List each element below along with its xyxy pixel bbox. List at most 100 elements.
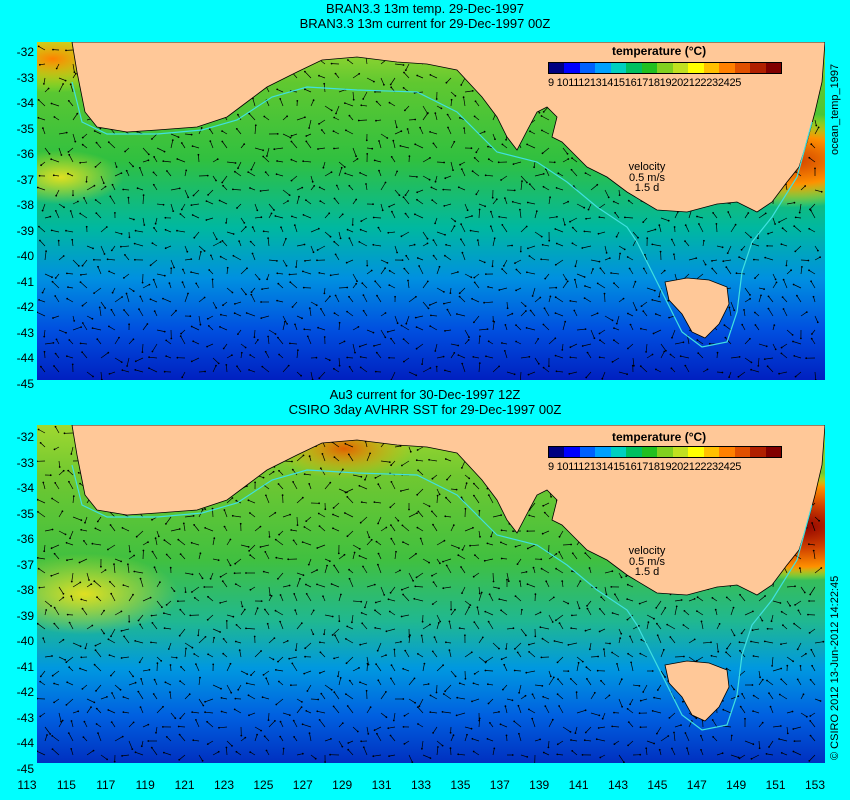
colorbar-swatch: [688, 447, 704, 457]
lon-tick-label: 123: [213, 778, 235, 792]
lon-tick-label: 125: [253, 778, 274, 792]
colorbar-swatch: [765, 63, 782, 73]
colorbar-swatch: [626, 447, 642, 457]
lat-tick-label: -32: [16, 430, 34, 444]
colorbar-swatch: [719, 63, 735, 73]
australia-landmass: [71, 425, 825, 596]
top-legend-title: temperature (°C): [612, 44, 707, 58]
lat-tick-label: -44: [16, 736, 34, 750]
colorbar-swatch: [703, 447, 720, 457]
lat-tick-label: -42: [16, 300, 34, 314]
lon-tick-label: 137: [489, 778, 510, 792]
lat-tick-label: -45: [16, 376, 34, 391]
lat-tick-label: -37: [16, 557, 34, 572]
lon-tick-label: 151: [765, 778, 786, 792]
top-panel-title-2: BRAN3.3 13m current for 29-Dec-1997 00Z: [299, 16, 551, 31]
lat-tick-label: -44: [16, 351, 34, 365]
lat-tick-label: -36: [16, 532, 34, 546]
colorbar-swatch: [626, 63, 642, 73]
lat-tick-label: -39: [16, 223, 34, 238]
bottom-colorbar-labels: 9 10111213141516171819202122232425: [548, 461, 742, 473]
colorbar-swatch: [595, 447, 611, 457]
lat-tick-label: -40: [16, 249, 34, 263]
bottom-colorbar: [548, 446, 782, 458]
colorbar-swatch: [734, 63, 751, 73]
colorbar-swatch: [610, 63, 627, 73]
colorbar-swatch: [734, 447, 751, 457]
colorbar-swatch: [719, 447, 735, 457]
lon-tick-label: 139: [529, 778, 550, 792]
colorbar-swatch: [765, 447, 782, 457]
lon-tick-label: 113: [17, 778, 37, 792]
lon-tick-label: 117: [96, 778, 116, 792]
lat-tick-label: -38: [16, 198, 34, 212]
colorbar-swatch: [750, 447, 766, 457]
colorbar-swatch: [672, 63, 689, 73]
bottom-panel-title-2: CSIRO 3day AVHRR SST for 29-Dec-1997 00Z: [288, 402, 562, 417]
colorbar-swatch: [564, 447, 580, 457]
top-velocity-value: 0.5 m/s: [628, 172, 666, 184]
lon-tick-label: 133: [410, 778, 432, 792]
colorbar-swatch: [641, 63, 658, 73]
lat-tick-label: -35: [16, 121, 34, 136]
lon-tick-label: 147: [686, 778, 707, 792]
bottom-velocity-scale: 1.5 d: [634, 566, 660, 578]
lon-tick-label: 131: [371, 778, 392, 792]
lat-tick-label: -39: [16, 608, 34, 623]
lat-tick-label: -32: [16, 45, 34, 59]
bottom-legend-title: temperature (°C): [612, 430, 707, 444]
colorbar-swatch: [579, 63, 596, 73]
colorbar-swatch: [688, 63, 704, 73]
lat-tick-label: -42: [16, 685, 34, 699]
bottom-velocity-value: 0.5 m/s: [628, 556, 666, 568]
lat-tick-label: -37: [16, 172, 34, 187]
bottom-velocity-label: velocity: [628, 545, 666, 557]
lat-tick-label: -45: [16, 761, 34, 776]
colorbar-swatch: [549, 447, 565, 457]
top-colorbar: [548, 62, 782, 74]
shelf-contour: [71, 464, 813, 731]
australia-landmass: [71, 42, 825, 213]
lon-tick-label: 153: [804, 778, 826, 792]
lat-tick-label: -35: [16, 506, 34, 521]
lon-tick-label: 127: [292, 778, 313, 792]
bottom-sst-map: [37, 425, 825, 763]
colorbar-swatch: [672, 447, 689, 457]
top-colorbar-labels: 9 10111213141516171819202122232425: [548, 77, 742, 89]
lat-tick-label: -34: [16, 96, 34, 110]
lat-tick-label: -36: [16, 147, 34, 161]
top-side-label: ocean_temp_1997: [829, 63, 841, 155]
colorbar-swatch: [657, 63, 673, 73]
lat-tick-label: -41: [16, 274, 34, 289]
lat-tick-label: -43: [16, 325, 34, 340]
colorbar-swatch: [641, 447, 658, 457]
lon-tick-label: 145: [647, 778, 668, 792]
shelf-contour: [71, 81, 813, 348]
tasmania: [664, 660, 730, 722]
lat-tick-label: -33: [16, 70, 34, 85]
colorbar-swatch: [703, 63, 720, 73]
colorbar-swatch: [610, 447, 627, 457]
lon-tick-label: 129: [332, 778, 353, 792]
lon-tick-label: 143: [607, 778, 629, 792]
top-sst-map: [37, 42, 825, 380]
lon-tick-label: 115: [56, 778, 76, 792]
top-velocity-label: velocity: [628, 161, 666, 173]
lat-tick-label: -43: [16, 710, 34, 725]
colorbar-swatch: [750, 63, 766, 73]
top-panel-title-1: BRAN3.3 13m temp. 29-Dec-1997: [326, 1, 524, 16]
colorbar-swatch: [657, 447, 673, 457]
colorbar-swatch: [549, 63, 565, 73]
lon-tick-label: 121: [174, 778, 195, 792]
lat-tick-label: -38: [16, 583, 34, 597]
colorbar-swatch: [579, 447, 596, 457]
top-velocity-scale: 1.5 d: [634, 182, 660, 194]
lon-tick-label: 119: [135, 778, 155, 792]
lat-tick-label: -33: [16, 455, 34, 470]
bottom-side-label: © CSIRO 2012 13-Jun-2012 14:22:45: [829, 575, 841, 760]
bottom-panel-title-1: Au3 current for 30-Dec-1997 12Z: [329, 387, 521, 402]
colorbar-swatch: [595, 63, 611, 73]
colorbar-swatch: [564, 63, 580, 73]
tasmania: [664, 277, 730, 339]
lon-tick-label: 149: [726, 778, 747, 792]
